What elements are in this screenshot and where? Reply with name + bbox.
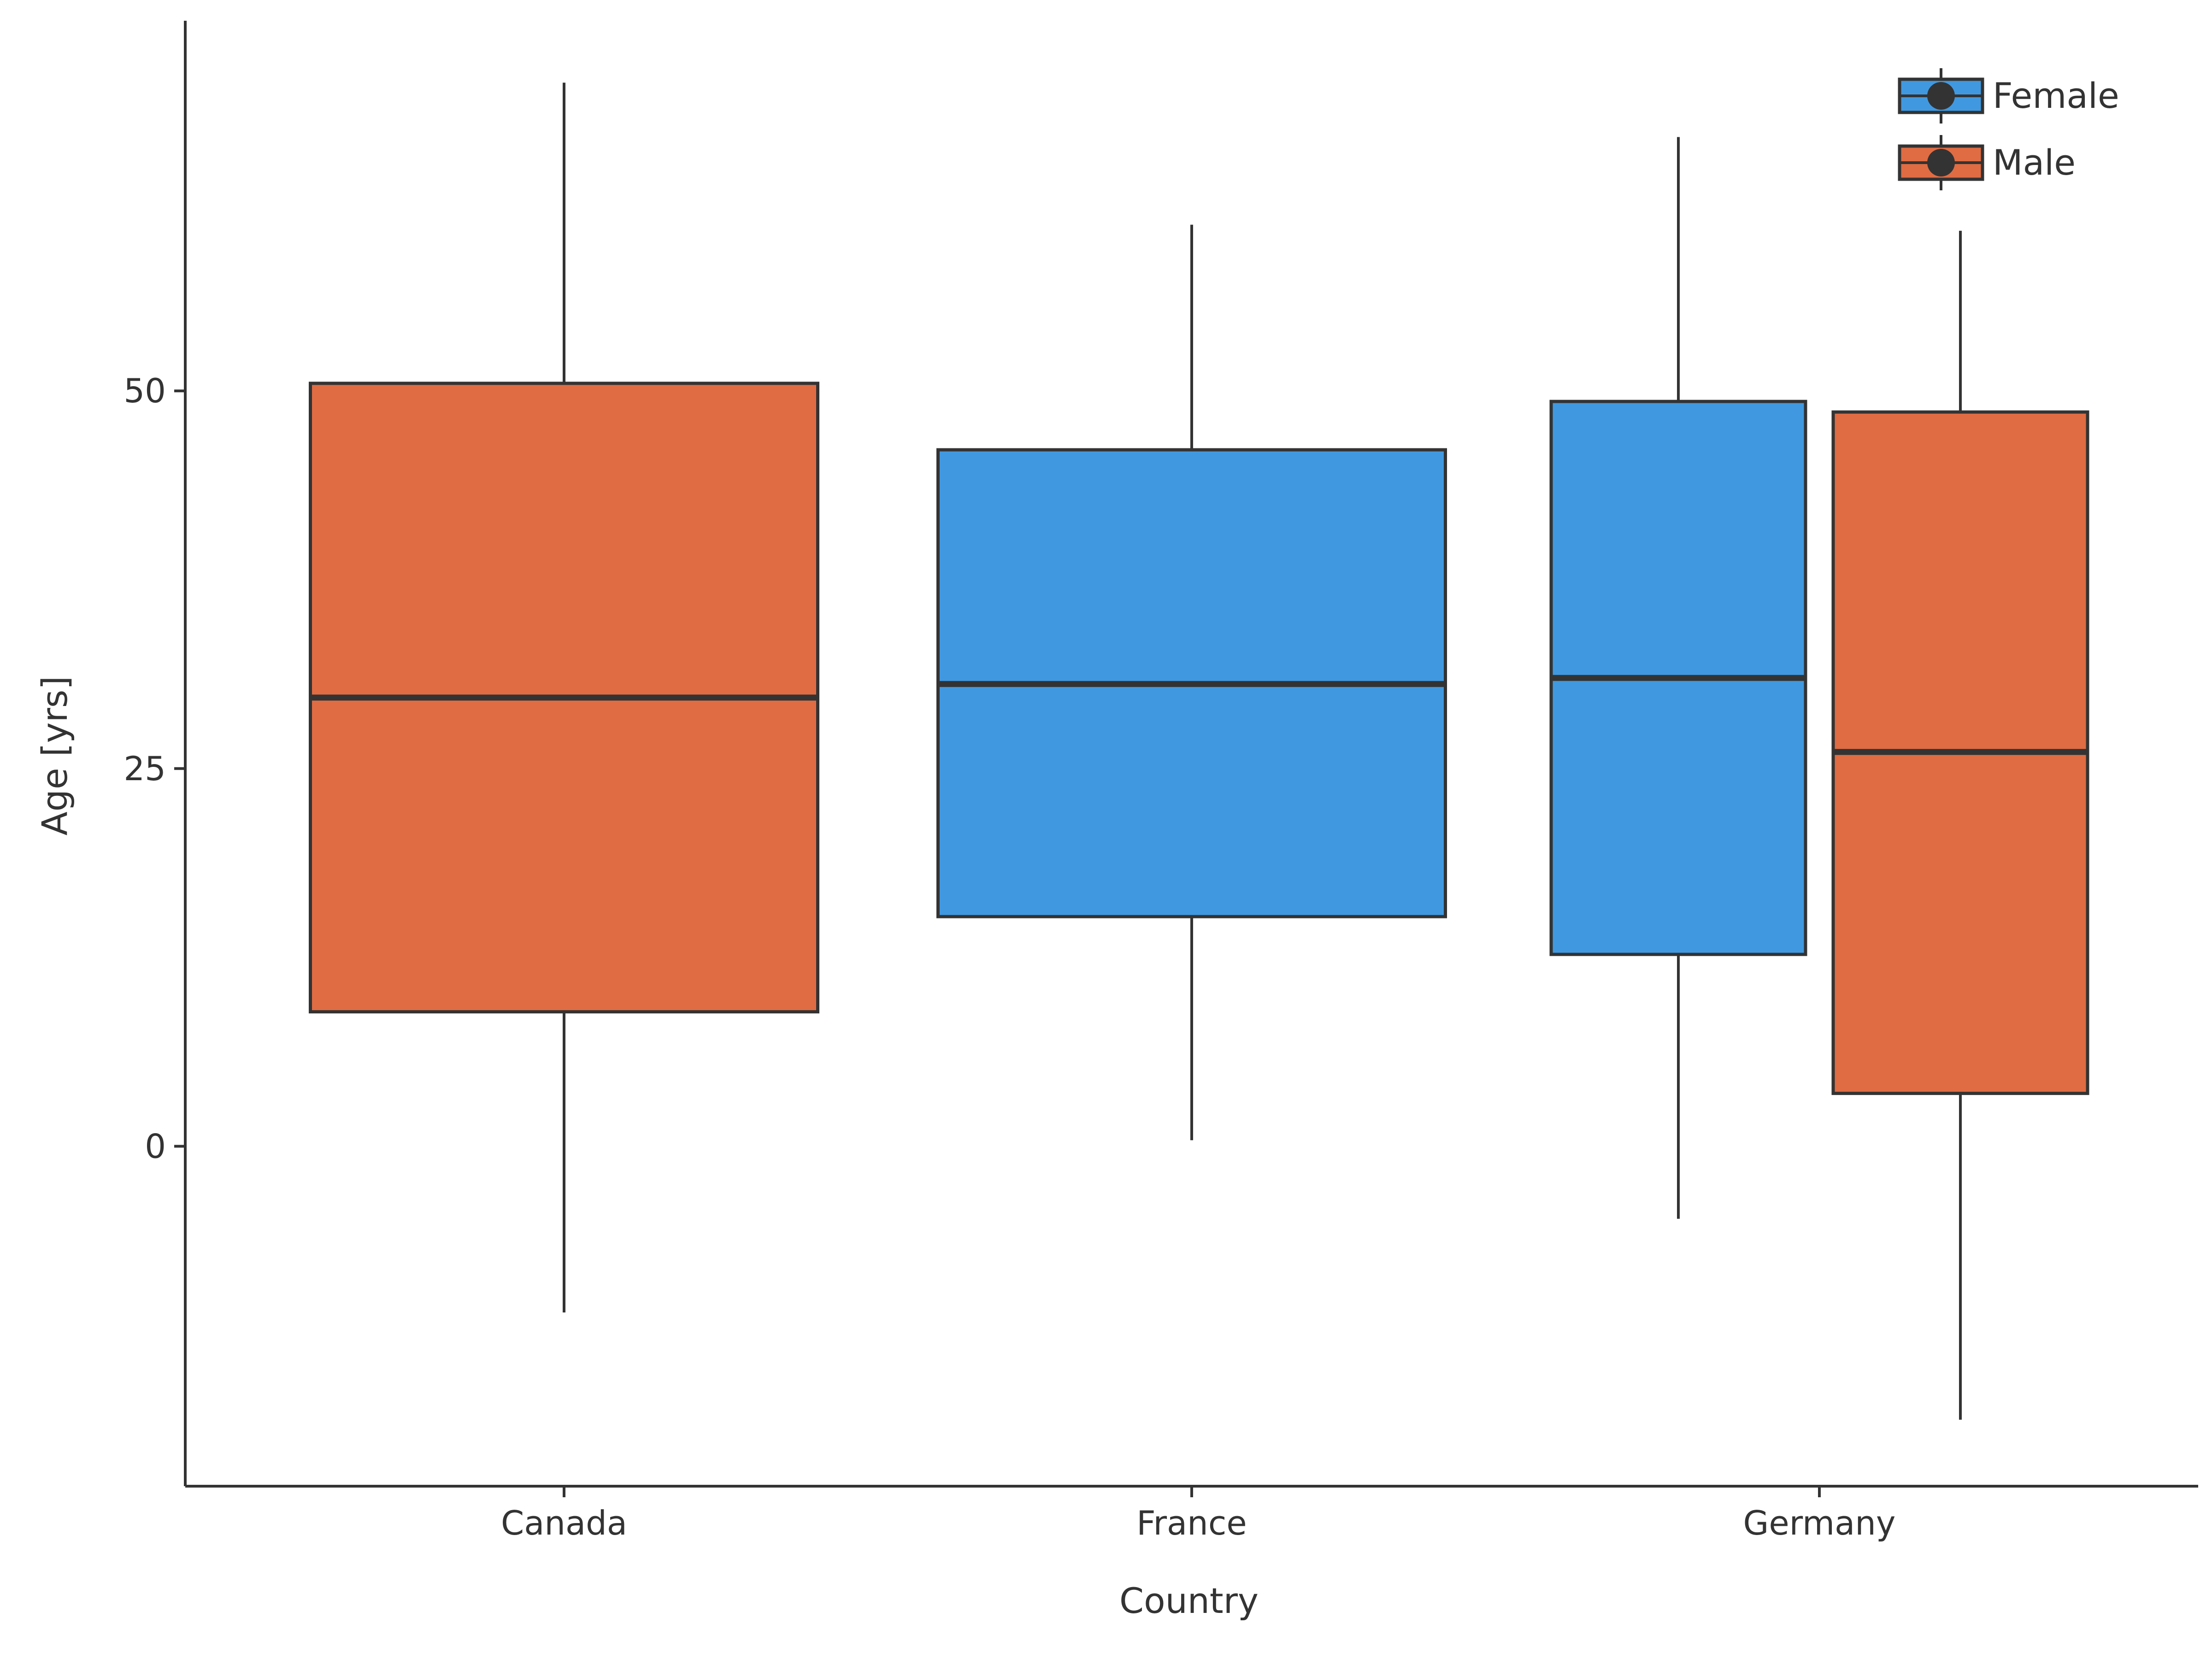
x-tick-label-germany: Germany [1743, 1504, 1896, 1542]
x-axis-title: Country [1119, 1580, 1259, 1621]
box-male-germany [1831, 230, 2089, 1420]
box-female-germany [1549, 137, 1807, 1219]
y-tick-label-50: 50 [124, 371, 166, 410]
legend-key-female [1898, 68, 1984, 124]
y-tick-label-0: 0 [145, 1127, 166, 1165]
y-ticks: 0 25 50 [124, 371, 185, 1165]
legend-label-male: Male [1993, 142, 2076, 183]
x-tick-label-canada: Canada [501, 1504, 627, 1542]
y-axis-title: Age [yrs] [34, 676, 75, 835]
x-ticks: Canada France Germany [501, 1486, 1895, 1542]
x-tick-label-france: France [1136, 1504, 1247, 1542]
y-tick-label-25: 25 [124, 749, 166, 788]
legend: Female Male [1898, 68, 2119, 190]
box-male-canada [309, 82, 819, 1312]
legend-key-male [1898, 135, 1984, 190]
legend-label-female: Female [1993, 75, 2119, 116]
boxes-layer [309, 82, 2089, 1420]
box-female-france [936, 224, 1447, 1141]
